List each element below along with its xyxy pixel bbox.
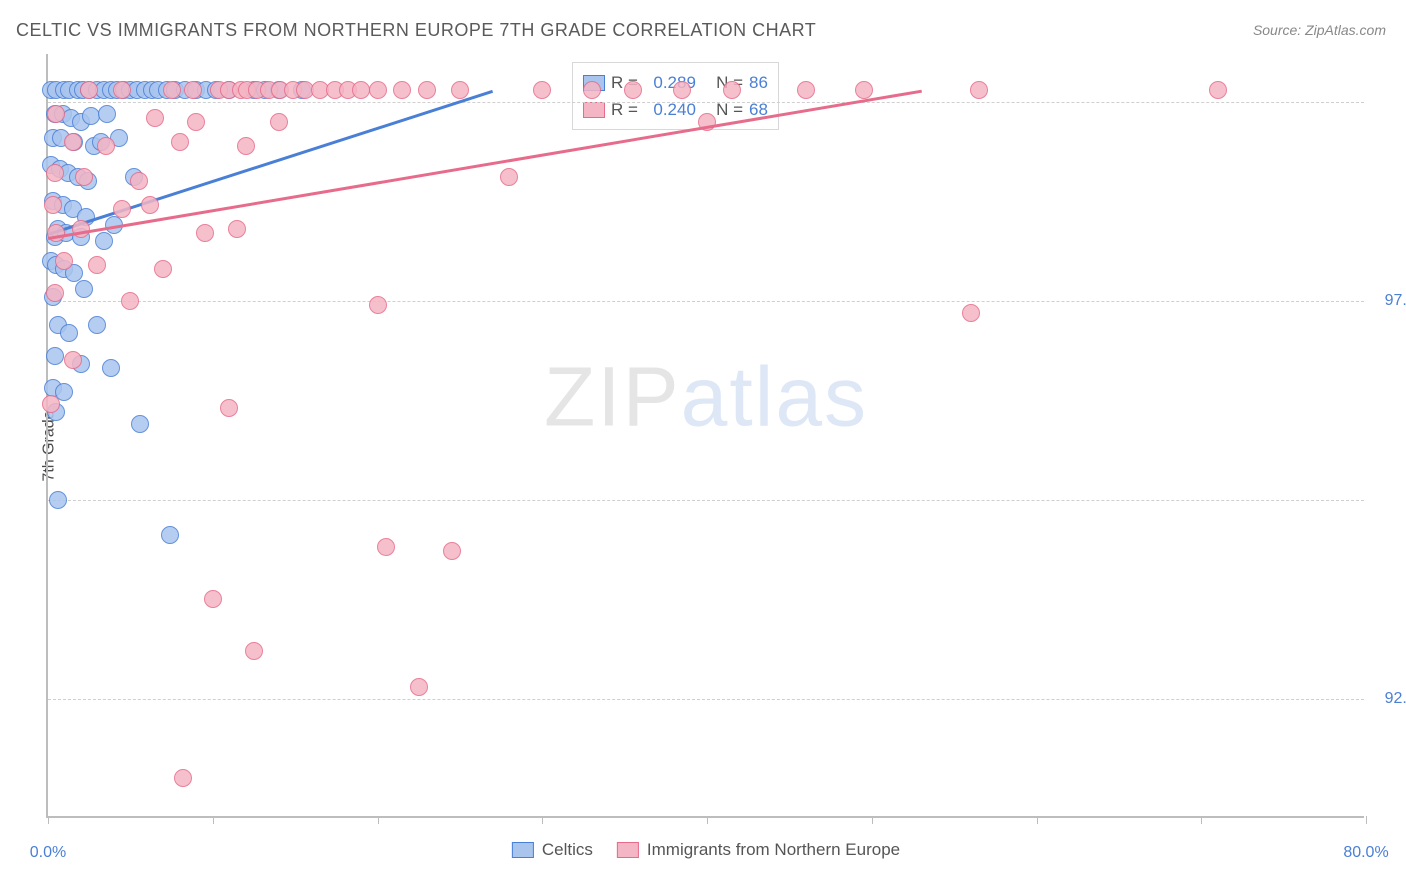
data-point <box>369 81 387 99</box>
data-point <box>204 590 222 608</box>
data-point <box>46 164 64 182</box>
data-point <box>393 81 411 99</box>
data-point <box>533 81 551 99</box>
data-point <box>64 351 82 369</box>
data-point <box>245 642 263 660</box>
data-point <box>855 81 873 99</box>
data-point <box>970 81 988 99</box>
gridline-h <box>48 301 1364 302</box>
data-point <box>270 113 288 131</box>
data-point <box>75 168 93 186</box>
watermark: ZIPatlas <box>544 348 868 445</box>
data-point <box>75 280 93 298</box>
gridline-h <box>48 699 1364 700</box>
data-point <box>369 296 387 314</box>
data-point <box>131 415 149 433</box>
data-point <box>95 232 113 250</box>
data-point <box>46 284 64 302</box>
x-tick <box>1037 816 1038 824</box>
data-point <box>47 105 65 123</box>
gridline-h <box>48 500 1364 501</box>
data-point <box>174 769 192 787</box>
data-point <box>228 220 246 238</box>
legend-swatch <box>617 842 639 858</box>
data-point <box>1209 81 1227 99</box>
data-point <box>723 81 741 99</box>
data-point <box>146 109 164 127</box>
x-tick <box>213 816 214 824</box>
r-value: 0.240 <box>653 96 696 123</box>
data-point <box>60 324 78 342</box>
x-tick-label: 0.0% <box>30 844 66 862</box>
x-tick <box>378 816 379 824</box>
regression-line <box>48 90 922 240</box>
data-point <box>64 133 82 151</box>
data-point <box>184 81 202 99</box>
data-point <box>163 81 181 99</box>
data-point <box>80 81 98 99</box>
data-point <box>237 137 255 155</box>
x-tick <box>1201 816 1202 824</box>
watermark-part-2: atlas <box>681 349 868 443</box>
series-swatch <box>583 102 605 118</box>
x-tick-label: 80.0% <box>1343 844 1388 862</box>
data-point <box>97 137 115 155</box>
y-tick-label: 92.5% <box>1385 690 1406 708</box>
x-tick <box>48 816 49 824</box>
x-tick <box>872 816 873 824</box>
data-point <box>196 224 214 242</box>
data-point <box>42 395 60 413</box>
data-point <box>443 542 461 560</box>
legend-swatch <box>512 842 534 858</box>
data-point <box>55 252 73 270</box>
data-point <box>98 105 116 123</box>
legend-label: Celtics <box>542 840 593 860</box>
x-tick <box>707 816 708 824</box>
data-point <box>88 316 106 334</box>
chart-title: CELTIC VS IMMIGRANTS FROM NORTHERN EUROP… <box>16 20 816 41</box>
data-point <box>46 347 64 365</box>
data-point <box>220 399 238 417</box>
watermark-part-1: ZIP <box>544 349 681 443</box>
legend-label: Immigrants from Northern Europe <box>647 840 900 860</box>
data-point <box>451 81 469 99</box>
data-point <box>72 220 90 238</box>
data-point <box>500 168 518 186</box>
series-legend: Celtics Immigrants from Northern Europe <box>512 840 900 860</box>
data-point <box>44 196 62 214</box>
data-point <box>141 196 159 214</box>
data-point <box>49 491 67 509</box>
data-point <box>102 359 120 377</box>
data-point <box>797 81 815 99</box>
source-label: Source: ZipAtlas.com <box>1253 22 1386 38</box>
data-point <box>154 260 172 278</box>
data-point <box>113 200 131 218</box>
data-point <box>187 113 205 131</box>
data-point <box>410 678 428 696</box>
plot-area: ZIPatlas R = 0.289 N = 86 R = 0.240 N = … <box>46 54 1364 818</box>
data-point <box>418 81 436 99</box>
data-point <box>352 81 370 99</box>
data-point <box>171 133 189 151</box>
n-value: 86 <box>749 69 768 96</box>
data-point <box>624 81 642 99</box>
data-point <box>121 292 139 310</box>
y-tick-label: 97.5% <box>1385 292 1406 310</box>
data-point <box>47 224 65 242</box>
data-point <box>583 81 601 99</box>
data-point <box>377 538 395 556</box>
legend-item: Celtics <box>512 840 593 860</box>
data-point <box>962 304 980 322</box>
data-point <box>113 81 131 99</box>
legend-item: Immigrants from Northern Europe <box>617 840 900 860</box>
x-tick <box>542 816 543 824</box>
gridline-h <box>48 102 1364 103</box>
x-tick <box>1366 816 1367 824</box>
data-point <box>88 256 106 274</box>
data-point <box>82 107 100 125</box>
data-point <box>673 81 691 99</box>
data-point <box>130 172 148 190</box>
data-point <box>161 526 179 544</box>
